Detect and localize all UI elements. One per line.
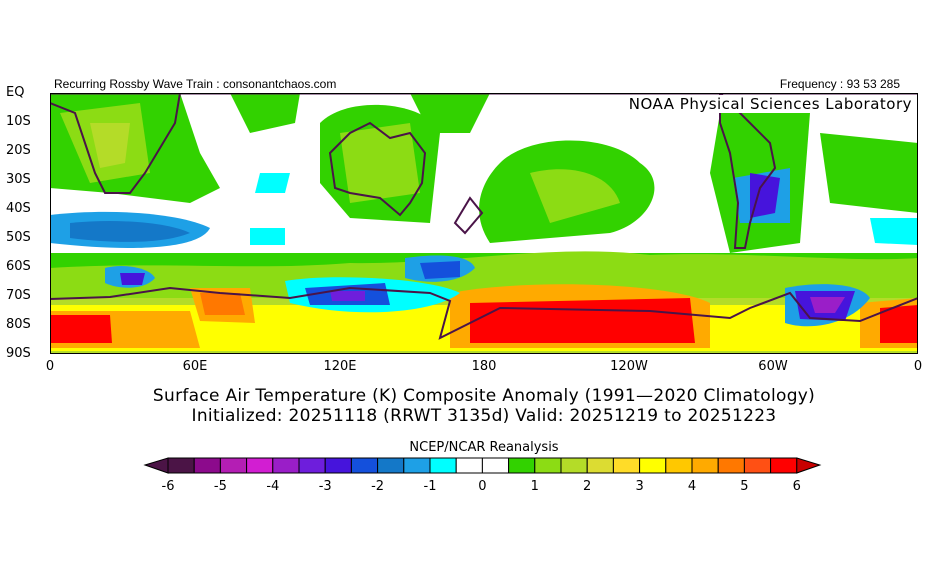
colorbar [143,457,822,474]
colorbar-swatch [665,457,693,474]
lat-label: 80S [6,317,31,332]
colorbar-tick-label: 0 [478,479,487,494]
lon-label: 180 [471,359,497,374]
lon-label: 120W [610,359,648,374]
colorbar-swatch [246,457,274,474]
temperature-anomaly-map [50,93,918,354]
colorbar-tick-label: -3 [318,479,332,494]
colorbar-swatch [612,457,641,474]
colorbar-swatch [691,457,719,474]
colorbar-swatch [193,457,221,474]
lon-label: 60W [758,359,788,374]
lon-label: 60E [182,359,208,374]
colorbar-tick-label: -1 [423,479,437,494]
lab-label: NOAA Physical Sciences Laboratory [626,95,914,113]
lat-label: 20S [6,143,31,158]
colorbar-over-arrow [796,457,822,474]
colorbar-swatch [770,457,798,474]
lat-label: 60S [6,259,31,274]
colorbar-tick-label: 1 [530,479,539,494]
lat-label: 70S [6,288,31,303]
coastlines [50,93,918,340]
lat-label: 10S [6,114,31,129]
colorbar-swatch [481,457,510,474]
colorbar-tick-label: 3 [635,479,644,494]
south-america-outline [719,93,777,249]
lat-label: EQ [6,85,25,100]
colorbar-tick-label: 4 [687,479,697,494]
colorbar-tick-label: 5 [740,479,749,494]
colorbar-swatch [560,457,588,474]
colorbar-swatch [272,457,300,474]
colorbar-tick-label: 6 [792,479,801,494]
map-title: Surface Air Temperature (K) Composite An… [152,386,816,406]
colorbar-source: NCEP/NCAR Reanalysis [409,440,559,455]
colorbar-tick-label: -6 [161,479,175,494]
header-left-text: Recurring Rossby Wave Train : consonantc… [54,77,337,91]
lon-label: 0 [45,359,55,374]
colorbar-under-arrow [143,457,169,474]
colorbar-swatch [508,457,536,474]
colorbar-swatch [639,457,667,474]
colorbar-swatch [717,457,745,474]
anomaly-fill [50,93,918,354]
lat-label: 90S [6,346,31,361]
colorbar-tick-label: -5 [213,479,227,494]
map-subtitle: Initialized: 20251118 (RRWT 3135d) Valid… [191,406,777,426]
colorbar-swatch [350,457,379,474]
colorbar-swatch [403,457,431,474]
colorbar-swatch [377,457,405,474]
new-zealand-outline [453,196,484,235]
colorbar-swatch [219,457,248,474]
colorbar-swatch [429,457,457,474]
colorbar-swatch [743,457,772,474]
colorbar-swatch [167,457,195,474]
lat-label: 30S [6,172,31,187]
colorbar-tick-label: -2 [371,479,385,494]
lat-label: 40S [6,201,31,216]
australia-outline [328,121,427,217]
header-right-text: Frequency : 93 53 285 [779,77,900,91]
colorbar-tick-label: -4 [266,479,280,494]
colorbar-swatch [324,457,352,474]
africa-outline [50,93,182,194]
colorbar-tick-label: 2 [583,479,592,494]
lon-label: 0 [913,359,923,374]
colorbar-swatch [455,457,483,474]
lat-label: 50S [6,230,31,245]
colorbar-swatch [298,457,326,474]
colorbar-swatch [534,457,562,474]
colorbar-swatch [586,457,614,474]
antarctica-outline [50,286,918,340]
lon-label: 120E [323,359,357,374]
